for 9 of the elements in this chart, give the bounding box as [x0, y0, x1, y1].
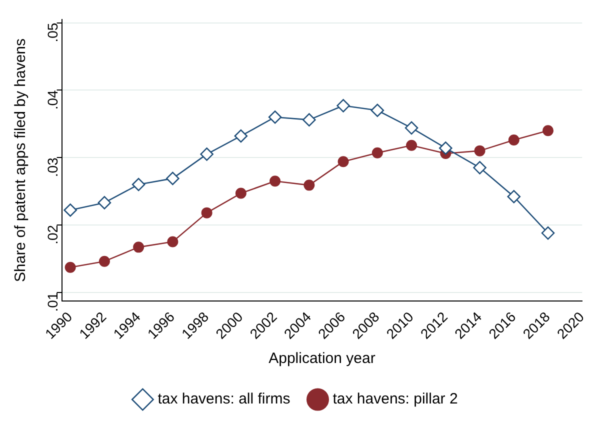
legend-label: tax havens: all firms [158, 390, 290, 408]
legend-label: tax havens: pillar 2 [332, 390, 458, 408]
y-tick-label: .03 [44, 157, 61, 178]
y-tick-label: .02 [44, 224, 61, 244]
x-axis-title: Application year [268, 350, 376, 368]
y-tick-label: .01 [44, 292, 61, 312]
y-tick-label: .05 [44, 22, 61, 42]
y-axis-title: Share of patent apps filed by havens [12, 38, 30, 282]
y-tick-label: .04 [44, 90, 61, 110]
